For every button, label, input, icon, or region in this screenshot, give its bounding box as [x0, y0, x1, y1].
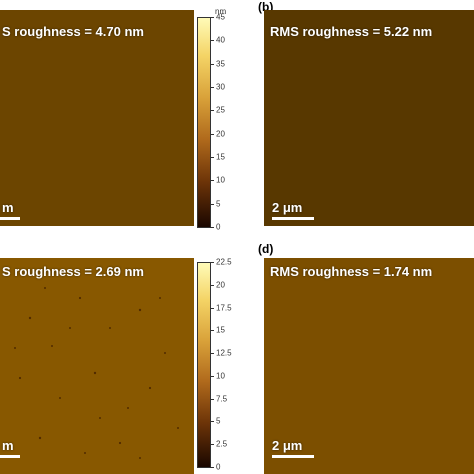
colorbar-tick-label: 5 [216, 416, 221, 426]
colorbar-tick [211, 421, 214, 422]
colorbar-tick-label: 10 [216, 175, 225, 185]
colorbar-top: nm 45 40 35 30 25 20 15 10 5 0 [197, 7, 235, 232]
colorbar-tick [211, 227, 214, 228]
colorbar-tick [211, 399, 214, 400]
scalebar-line-c [0, 455, 20, 458]
afm-image-d: RMS roughness = 1.74 nm 2 μm [264, 258, 474, 474]
colorbar-tick-label: 12.5 [216, 348, 232, 358]
colorbar-tick [211, 87, 214, 88]
colorbar-tick-label: 7.5 [216, 394, 228, 404]
rms-label-b: RMS roughness = 5.22 nm [270, 24, 433, 39]
panel-letter-d: (d) [258, 242, 274, 256]
colorbar-tick [211, 285, 214, 286]
afm-image-b: RMS roughness = 5.22 nm 2 μm [264, 10, 474, 226]
colorbar-tick [211, 157, 214, 158]
scalebar-a: m [0, 200, 60, 224]
scalebar-line-b [272, 217, 314, 220]
colorbar-bottom: 22.5 20 17.5 15 12.5 10 7.5 5 2.5 0 [197, 258, 235, 472]
scalebar-label-c: m [2, 438, 14, 453]
colorbar-tick [211, 353, 214, 354]
afm-texture-c [0, 258, 194, 474]
colorbar-tick [211, 64, 214, 65]
colorbar-tick-label: 10 [216, 371, 225, 381]
scalebar-c: m [0, 438, 60, 462]
afm-texture-a [0, 10, 194, 226]
colorbar-tick-label: 35 [216, 59, 225, 69]
colorbar-tick [211, 262, 214, 263]
colorbar-top-gradient [197, 17, 211, 228]
colorbar-tick [211, 40, 214, 41]
rms-label-d: RMS roughness = 1.74 nm [270, 264, 433, 279]
rms-label-c: S roughness = 2.69 nm [2, 264, 144, 279]
colorbar-tick [211, 110, 214, 111]
colorbar-tick-label: 20 [216, 129, 225, 139]
scalebar-b: 2 μm [270, 200, 330, 224]
colorbar-tick-label: 30 [216, 82, 225, 92]
colorbar-tick-label: 40 [216, 35, 225, 45]
colorbar-tick [211, 330, 214, 331]
colorbar-tick [211, 467, 214, 468]
colorbar-tick-label: 0 [216, 222, 221, 232]
colorbar-tick-label: 15 [216, 325, 225, 335]
scalebar-label-d: 2 μm [272, 438, 303, 453]
colorbar-tick-label: 25 [216, 105, 225, 115]
colorbar-tick-label: 5 [216, 199, 221, 209]
colorbar-top-unit: nm [215, 7, 227, 16]
colorbar-tick [211, 308, 214, 309]
colorbar-tick [211, 444, 214, 445]
scalebar-line-d [272, 455, 314, 458]
scalebar-line-a [0, 217, 20, 220]
colorbar-tick-label: 22.5 [216, 257, 232, 267]
scalebar-label-a: m [2, 200, 14, 215]
colorbar-bottom-gradient [197, 262, 211, 468]
colorbar-tick-label: 2.5 [216, 439, 228, 449]
afm-image-a: S roughness = 4.70 nm m [0, 10, 194, 226]
colorbar-tick [211, 204, 214, 205]
afm-texture-b [264, 10, 474, 226]
colorbar-tick-label: 20 [216, 280, 225, 290]
afm-texture-d [264, 258, 474, 474]
scalebar-d: 2 μm [270, 438, 330, 462]
colorbar-tick-label: 15 [216, 152, 225, 162]
colorbar-tick [211, 134, 214, 135]
colorbar-tick-label: 0 [216, 462, 221, 472]
afm-image-c: S roughness = 2.69 nm m [0, 258, 194, 474]
colorbar-tick-label: 45 [216, 12, 225, 22]
colorbar-tick-label: 17.5 [216, 303, 232, 313]
rms-label-a: S roughness = 4.70 nm [2, 24, 144, 39]
colorbar-tick [211, 180, 214, 181]
scalebar-label-b: 2 μm [272, 200, 303, 215]
colorbar-tick [211, 17, 214, 18]
colorbar-tick [211, 376, 214, 377]
